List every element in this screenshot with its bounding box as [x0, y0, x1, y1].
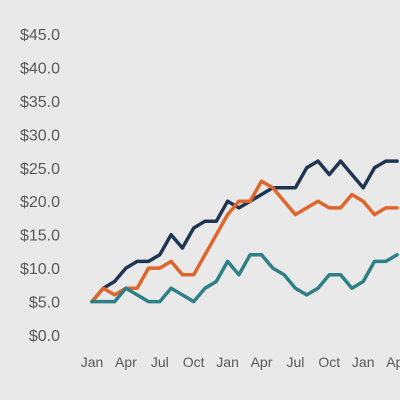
- x-axis-labels: Jan Apr Jul Oct Jan Apr Jul Oct Jan Apr: [81, 354, 400, 370]
- x-tick-label: Apr: [115, 354, 137, 370]
- y-tick-label: $45.0: [20, 27, 60, 44]
- x-tick-label: Jan: [81, 354, 104, 370]
- y-axis-labels: $0.0 $5.0 $10.0 $15.0 $20.0 $25.0 $30.0 $35.0 $4…: [20, 27, 60, 345]
- y-tick-label: $25.0: [20, 161, 60, 178]
- series-lines: [90, 159, 399, 304]
- x-tick-label: Oct: [183, 354, 205, 370]
- series-line: [90, 252, 399, 304]
- y-tick-label: $15.0: [20, 228, 60, 245]
- y-tick-label: $10.0: [20, 261, 60, 278]
- y-tick-label: $40.0: [20, 60, 60, 77]
- x-tick-label: Apr: [251, 354, 273, 370]
- y-tick-label: $30.0: [20, 127, 60, 144]
- series-line: [90, 179, 399, 304]
- y-tick-label: $5.0: [29, 295, 60, 312]
- x-tick-label: Jan: [352, 354, 375, 370]
- x-tick-label: Jan: [216, 354, 239, 370]
- series-line: [90, 159, 399, 304]
- x-tick-label: Jul: [151, 354, 169, 370]
- y-tick-label: $35.0: [20, 94, 60, 111]
- x-tick-label: Apr: [386, 354, 400, 370]
- y-tick-label: $20.0: [20, 194, 60, 211]
- series-2: [90, 179, 399, 304]
- series-1: [90, 159, 399, 304]
- series-3: [90, 252, 399, 304]
- y-tick-label: $0.0: [29, 328, 60, 345]
- x-tick-label: Oct: [318, 354, 340, 370]
- x-tick-label: Jul: [286, 354, 304, 370]
